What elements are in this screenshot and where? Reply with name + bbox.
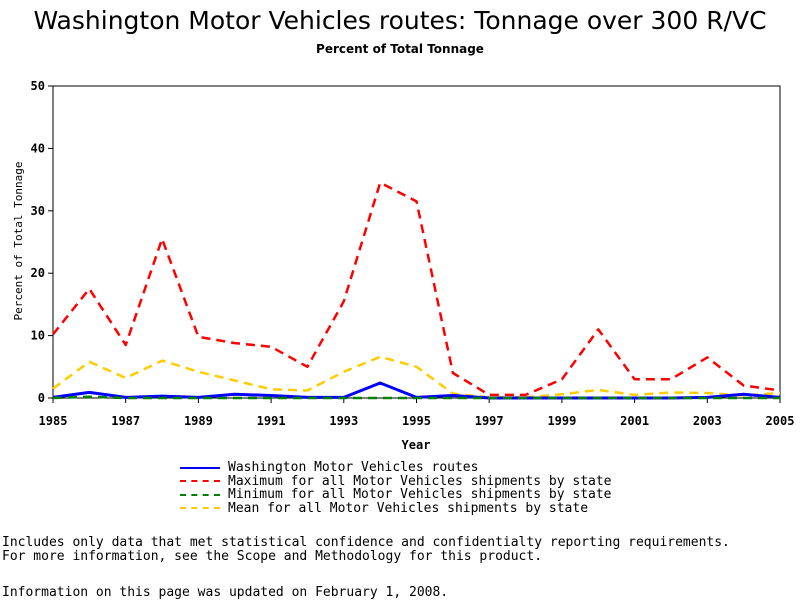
legend-swatch-washington [180,466,220,469]
chart-legend: Washington Motor Vehicles routes Maximum… [180,461,612,515]
y-tick-label: 0 [38,391,45,405]
x-tick-label: 1993 [329,414,358,428]
series-line-minimum [52,395,780,400]
legend-swatch-minimum [180,493,220,496]
axes: 0 10 20 30 40 50 1985 1987 1989 1991 1993 1995 1997 1… [31,79,795,428]
series-lines [52,181,781,400]
legend-item: Washington Motor Vehicles routes [180,461,612,475]
legend-label-mean: Mean for all Motor Vehicles shipments by… [228,500,589,516]
x-tick-label: 1991 [257,414,286,428]
x-tick-label: 1987 [111,414,140,428]
x-tick-label: 1999 [547,414,576,428]
legend-swatch-maximum [180,480,220,483]
y-axis-label: Percent of Total Tonnage [12,162,25,321]
y-tick-label: 50 [31,79,45,93]
y-tick-label: 30 [31,204,45,218]
series-line-maximum [52,181,781,397]
footnote-methodology: For more information, see the Scope and … [2,549,543,564]
footnote-confidence: Includes only data that met statistical … [2,535,730,550]
x-tick-label: 2003 [693,414,722,428]
legend-item: Minimum for all Motor Vehicles shipments… [180,488,612,502]
x-tick-label: 1985 [39,414,68,428]
x-tick-label: 1989 [184,414,213,428]
footnotes: Includes only data that met statistical … [2,536,730,564]
update-notice: Information on this page was updated on … [2,585,449,600]
series-line-washington [52,381,781,400]
x-tick-label: 1997 [475,414,504,428]
chart-title: Washington Motor Vehicles routes: Tonnag… [33,6,767,35]
y-tick-label: 10 [31,329,45,343]
x-tick-label: 1995 [402,414,431,428]
legend-label-minimum: Minimum for all Motor Vehicles shipments… [228,487,612,502]
y-tick-label: 40 [31,141,45,155]
legend-label-maximum: Maximum for all Motor Vehicles shipments… [228,473,612,489]
chart-subtitle: Percent of Total Tonnage [316,42,484,56]
legend-swatch-mean [180,507,220,510]
x-tick-label: 2001 [620,414,649,428]
legend-item: Maximum for all Motor Vehicles shipments… [180,473,612,489]
legend-item: Mean for all Motor Vehicles shipments by… [180,500,612,516]
legend-label-washington: Washington Motor Vehicles routes [228,460,479,475]
x-tick-label: 2005 [766,414,795,428]
x-axis-label: Year [402,438,431,452]
y-tick-label: 20 [31,266,45,280]
line-chart: 0 10 20 30 40 50 1985 1987 1989 1991 1993 1995 1997 1… [12,79,795,452]
series-line-mean [52,355,781,399]
